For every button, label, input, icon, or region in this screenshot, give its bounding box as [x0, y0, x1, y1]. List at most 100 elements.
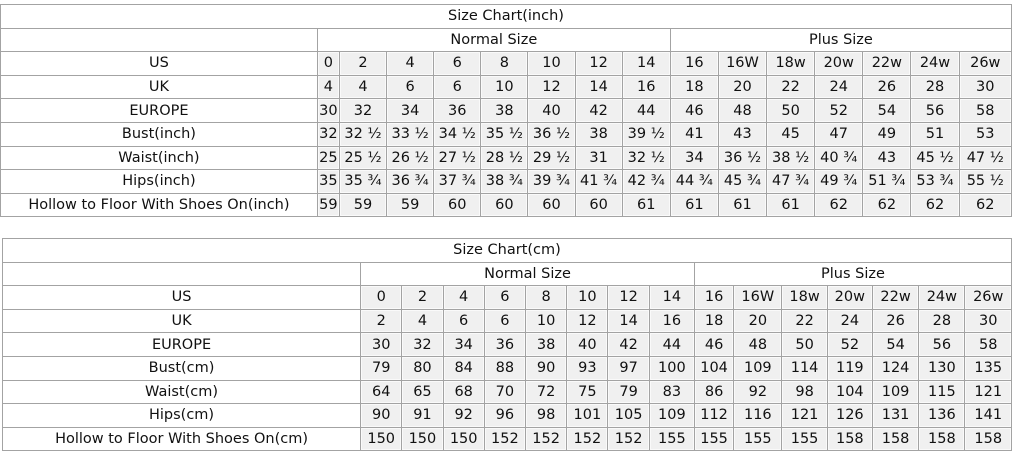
size-value-cell: 61	[766, 192, 816, 218]
size-value-cell: 152	[566, 426, 609, 452]
size-value-cell: 16W	[717, 51, 768, 76]
size-value-cell: 115	[918, 379, 966, 405]
size-value-cell: 62	[814, 192, 864, 218]
size-value-cell: 36 ½	[527, 121, 576, 147]
size-value-cell: 158	[964, 426, 1012, 452]
size-value-cell: 119	[826, 355, 873, 381]
size-value-cell: 6	[442, 308, 485, 334]
table-title: Size Chart(cm)	[2, 238, 1012, 263]
size-value-cell: 155	[733, 426, 783, 452]
table-row: Hips(cm) 90 91 92 96 98 101 105 109 112 116 121 126 1…	[1, 403, 1012, 428]
blank-cell	[0, 27, 318, 53]
size-value-cell: 50	[781, 332, 828, 357]
size-value-cell: 12	[527, 74, 576, 100]
size-value-cell: 0	[360, 285, 403, 310]
size-value-cell: 155	[648, 426, 695, 452]
size-value-cell: 49	[862, 121, 912, 147]
size-value-cell: 64	[360, 379, 403, 405]
size-value-cell: 25 ½	[338, 145, 388, 171]
size-value-cell: 53	[958, 121, 1013, 147]
size-value-cell: 130	[918, 355, 966, 381]
size-value-cell: 35 ¾	[338, 169, 388, 194]
size-value-cell: 6	[386, 74, 435, 100]
size-value-cell: 155	[693, 426, 735, 452]
row-label: Waist(cm)	[1, 379, 362, 405]
size-value-cell: 90	[525, 355, 568, 381]
size-value-cell: 59	[338, 192, 388, 218]
size-value-cell: 61	[717, 192, 768, 218]
size-value-cell: 14	[621, 51, 671, 76]
size-value-cell: 20w	[826, 285, 873, 310]
size-value-cell: 112	[693, 403, 735, 428]
size-value-cell: 4	[401, 308, 444, 334]
size-value-cell: 53 ¾	[910, 169, 960, 194]
size-value-cell: 33 ½	[386, 121, 435, 147]
size-value-cell: 48	[717, 98, 768, 123]
size-value-cell: 8	[480, 51, 529, 76]
size-value-cell: 60	[433, 192, 482, 218]
size-value-cell: 158	[871, 426, 920, 452]
size-value-cell: 40 ¾	[814, 145, 864, 171]
row-label: Bust(inch)	[0, 121, 318, 147]
size-value-cell: 68	[442, 379, 485, 405]
size-value-cell: 158	[918, 426, 966, 452]
size-value-cell: 16	[648, 308, 695, 334]
table-row: Bust(inch) 32 32 ½ 33 ½ 34 ½ 35 ½ 36 ½ 38 39 ½ 41…	[0, 121, 1013, 147]
size-value-cell: 25	[316, 145, 340, 171]
size-value-cell: 24w	[918, 285, 966, 310]
size-value-cell: 45	[766, 121, 816, 147]
size-value-cell: 62	[862, 192, 912, 218]
size-value-cell: 22w	[862, 51, 912, 76]
size-value-cell: 29 ½	[527, 145, 576, 171]
size-value-cell: 27 ½	[433, 145, 482, 171]
size-value-cell: 101	[566, 403, 609, 428]
plus-size-header: Plus Size	[693, 261, 1013, 287]
size-value-cell: 38 ¾	[480, 169, 529, 194]
row-label: EUROPE	[1, 332, 362, 357]
size-value-cell: 12	[566, 308, 609, 334]
table-row: US 0 2 4 6 8 10 12 14 16 16W 18w 20w 22w 24w 26w	[1, 285, 1012, 310]
plus-size-header: Plus Size	[669, 27, 1013, 53]
size-value-cell: 88	[483, 355, 527, 381]
size-value-cell: 52	[826, 332, 873, 357]
size-value-cell: 105	[607, 403, 650, 428]
size-value-cell: 152	[607, 426, 650, 452]
size-value-cell: 80	[401, 355, 444, 381]
size-value-cell: 37 ¾	[433, 169, 482, 194]
size-value-cell: 121	[781, 403, 828, 428]
size-value-cell: 14	[574, 74, 623, 100]
size-chart-inch-table: Size Chart(inch) Normal Size Plus Size US 0 2…	[0, 4, 1013, 218]
size-value-cell: 36 ¾	[386, 169, 435, 194]
size-value-cell: 59	[386, 192, 435, 218]
size-value-cell: 10	[527, 51, 576, 76]
table-row: Bust(cm) 79 80 84 88 90 93 97 100 104 109 114 119 124…	[1, 355, 1012, 381]
size-value-cell: 26 ½	[386, 145, 435, 171]
size-value-cell: 35 ½	[480, 121, 529, 147]
table-row: US 0 2 4 6 8 10 12 14 16 16W 18w 20w 22w 24w 26w	[0, 51, 1013, 76]
size-value-cell: 10	[525, 308, 568, 334]
size-value-cell: 47 ¾	[766, 169, 816, 194]
size-value-cell: 10	[480, 74, 529, 100]
size-value-cell: 41 ¾	[574, 169, 623, 194]
size-value-cell: 114	[781, 355, 828, 381]
size-value-cell: 41	[669, 121, 719, 147]
table-row: Hips(inch) 35 35 ¾ 36 ¾ 37 ¾ 38 ¾ 39 ¾ 41 ¾ 42 ¾…	[0, 169, 1013, 194]
table-row: EUROPE 30 32 34 36 38 40 42 44 46 48 50 52 54 56 58	[1, 332, 1012, 357]
size-value-cell: 43	[862, 145, 912, 171]
size-value-cell: 79	[360, 355, 403, 381]
size-value-cell: 121	[964, 379, 1012, 405]
size-value-cell: 32	[338, 98, 388, 123]
size-value-cell: 30	[964, 308, 1012, 334]
size-value-cell: 35	[316, 169, 340, 194]
size-value-cell: 54	[862, 98, 912, 123]
size-value-cell: 16	[621, 74, 671, 100]
size-value-cell: 4	[338, 74, 388, 100]
row-label: Hollow to Floor With Shoes On(inch)	[0, 192, 318, 218]
size-value-cell: 150	[442, 426, 485, 452]
size-value-cell: 60	[480, 192, 529, 218]
size-value-cell: 96	[483, 403, 527, 428]
size-value-cell: 61	[621, 192, 671, 218]
size-value-cell: 56	[910, 98, 960, 123]
size-value-cell: 39 ½	[621, 121, 671, 147]
size-value-cell: 65	[401, 379, 444, 405]
